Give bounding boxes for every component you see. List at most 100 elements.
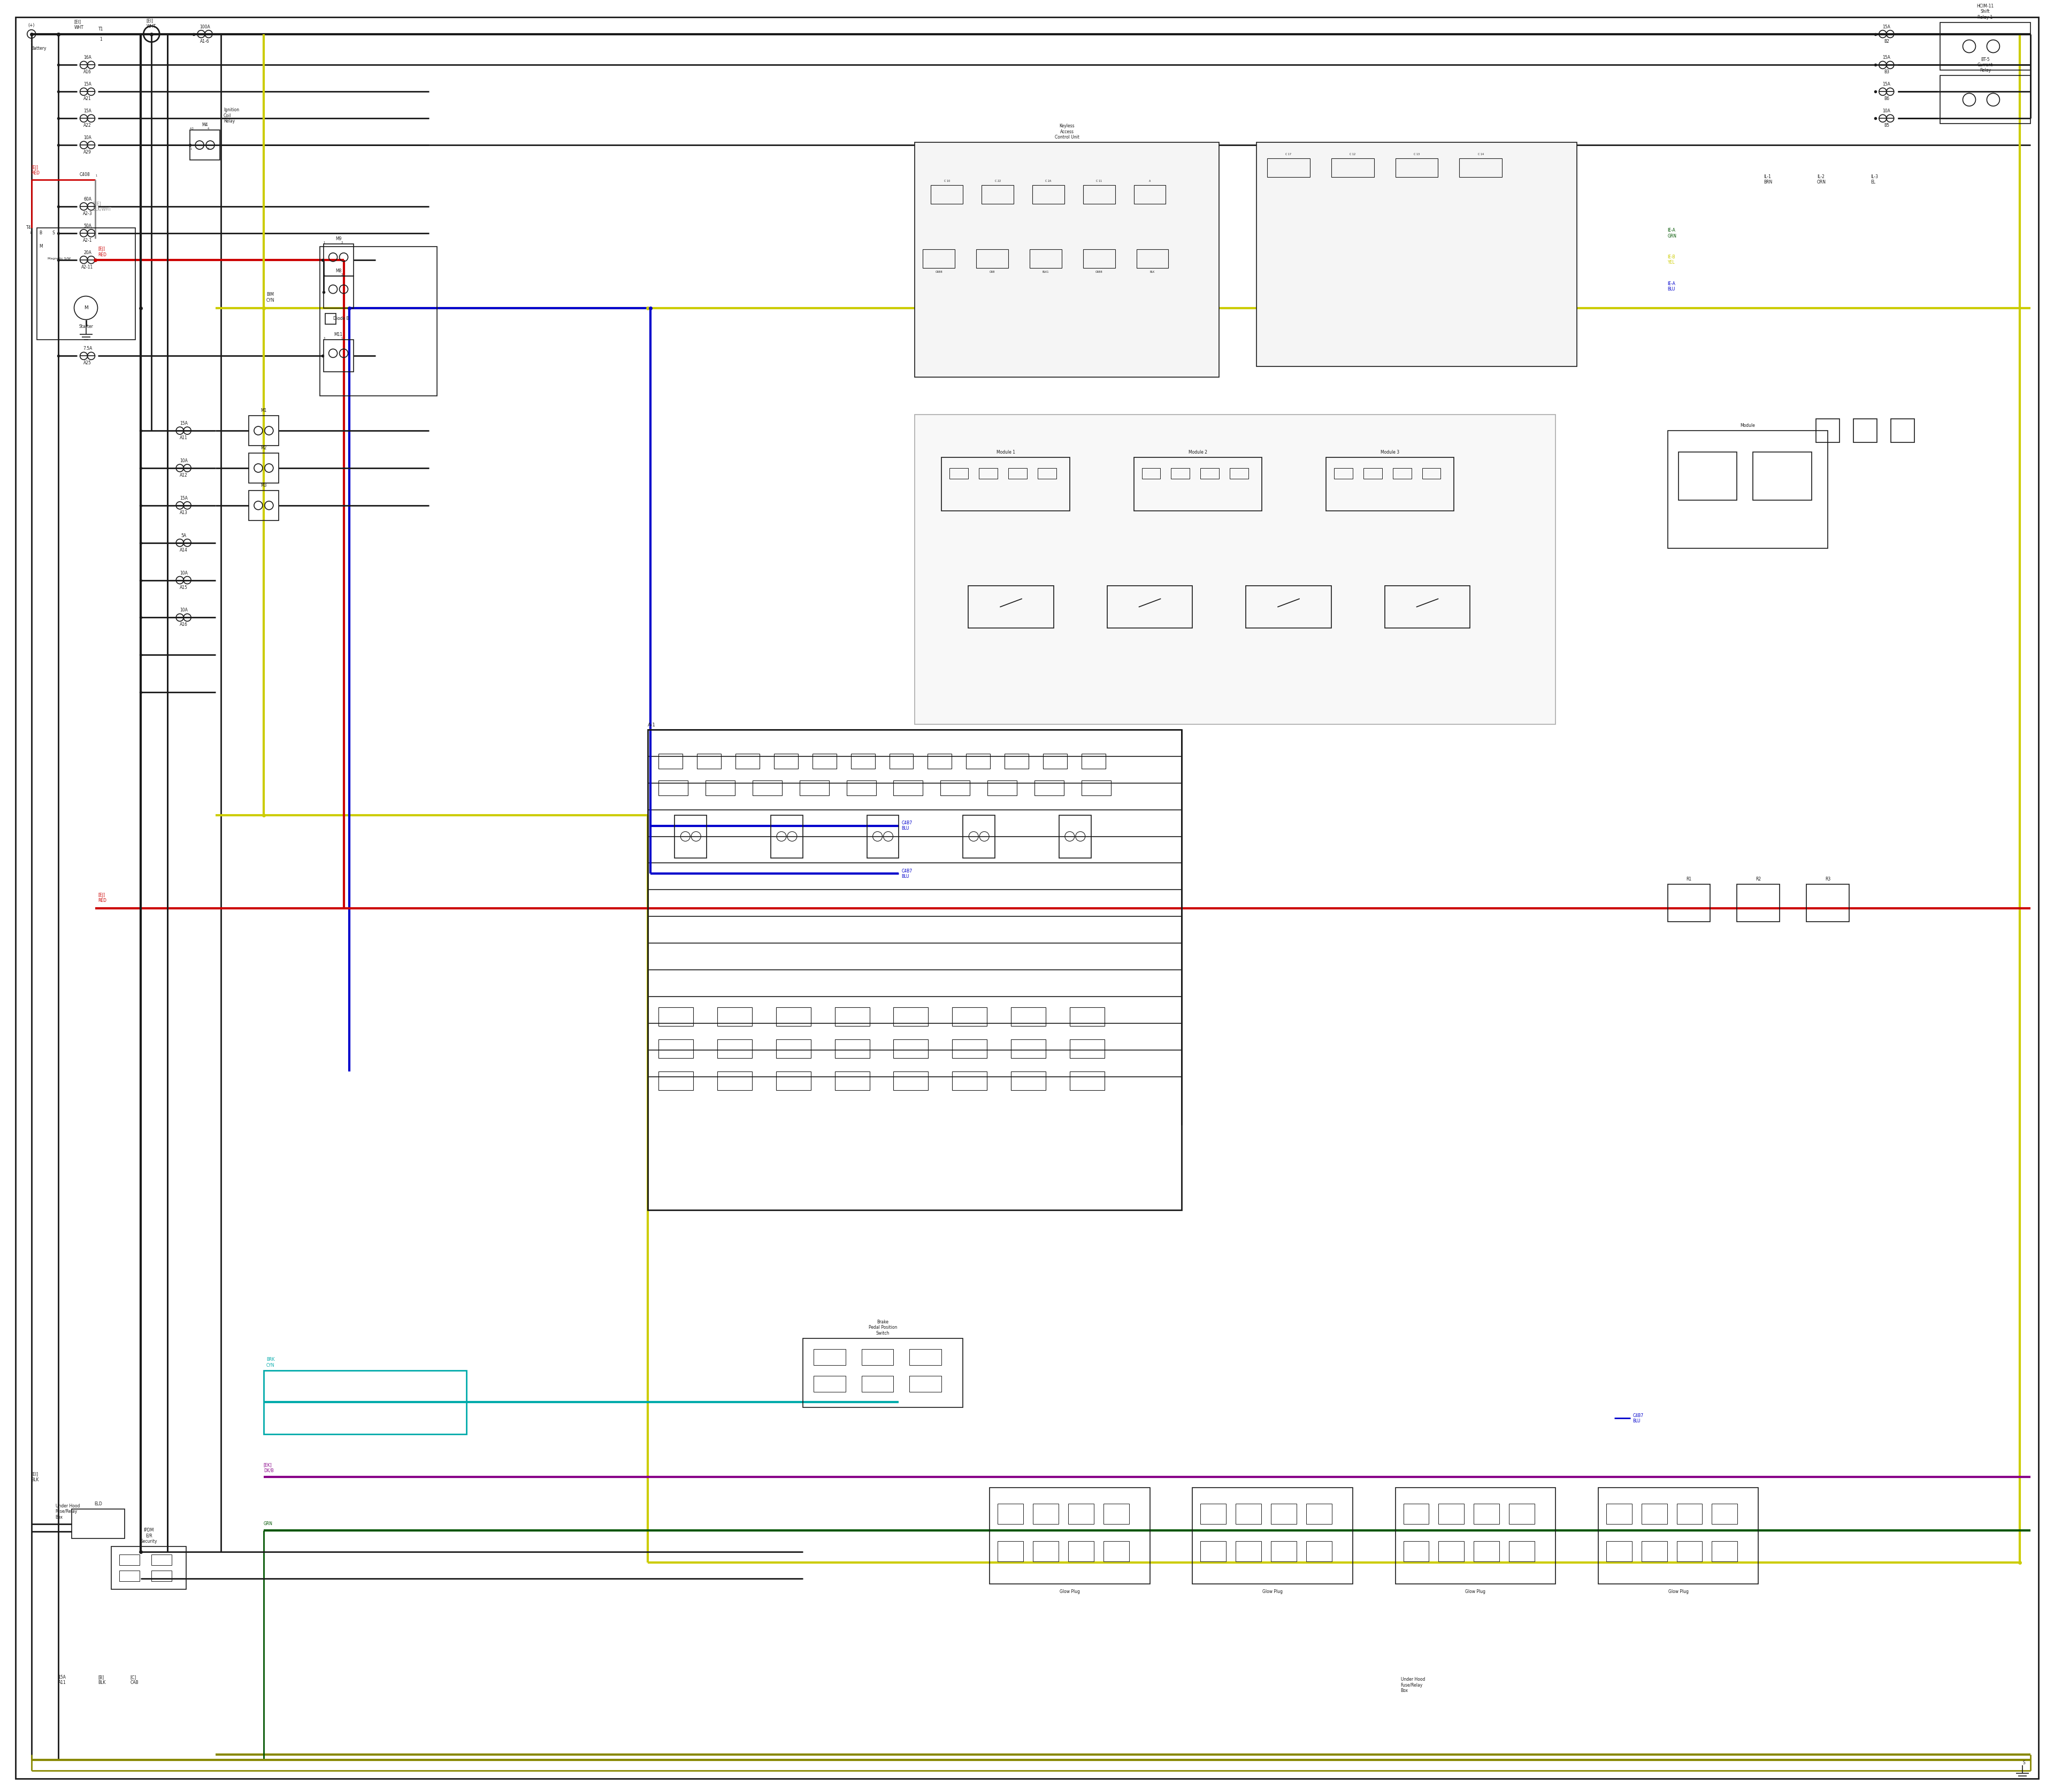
Bar xyxy=(834,1007,869,1025)
Bar xyxy=(776,1072,811,1090)
Text: HCIM-11
Shift
Relay 1: HCIM-11 Shift Relay 1 xyxy=(1976,4,1994,20)
Text: M: M xyxy=(39,244,43,249)
Bar xyxy=(861,1376,893,1392)
Bar xyxy=(119,1554,140,1564)
Text: 100A: 100A xyxy=(199,25,210,29)
Text: Module 1: Module 1 xyxy=(996,450,1015,455)
Bar xyxy=(1939,75,2031,124)
Text: 15A: 15A xyxy=(179,421,187,426)
Bar xyxy=(770,815,803,858)
Bar xyxy=(320,247,438,396)
Text: IL-1
BRN: IL-1 BRN xyxy=(1764,174,1773,185)
Bar xyxy=(322,244,353,276)
Bar xyxy=(813,754,836,769)
Text: Battery: Battery xyxy=(31,47,47,50)
Text: ORB: ORB xyxy=(990,271,994,272)
Bar xyxy=(928,754,951,769)
Text: IL-3
EL: IL-3 EL xyxy=(1871,174,1877,185)
Bar xyxy=(1676,1503,1703,1523)
Text: 15A: 15A xyxy=(84,82,92,86)
Text: [EK]
DK/B: [EK] DK/B xyxy=(263,1462,273,1473)
Bar xyxy=(861,1349,893,1366)
Bar xyxy=(914,142,1220,378)
Text: M: M xyxy=(84,305,88,310)
Text: A1-6: A1-6 xyxy=(199,39,210,43)
Text: [EI]
BLK: [EI] BLK xyxy=(31,1471,39,1482)
Text: Under Hood
Fuse/Relay
Box: Under Hood Fuse/Relay Box xyxy=(1401,1677,1425,1693)
Bar xyxy=(647,729,1181,1210)
Bar xyxy=(1271,1503,1296,1523)
Bar xyxy=(889,754,914,769)
Bar xyxy=(834,1072,869,1090)
Text: B2: B2 xyxy=(1884,39,1890,43)
Bar xyxy=(1676,1541,1703,1561)
Text: T1: T1 xyxy=(99,27,103,30)
Bar xyxy=(941,780,969,796)
Bar xyxy=(813,1349,846,1366)
Text: 15A: 15A xyxy=(1881,25,1890,29)
Text: 10A: 10A xyxy=(1881,109,1890,113)
Text: Starter: Starter xyxy=(78,324,92,328)
Bar xyxy=(1306,1503,1331,1523)
Text: C 22: C 22 xyxy=(994,179,1000,183)
Bar xyxy=(803,1339,963,1409)
Bar xyxy=(990,1487,1150,1584)
Bar xyxy=(1892,419,1914,443)
Text: C 11: C 11 xyxy=(1097,179,1103,183)
Bar xyxy=(1438,1503,1465,1523)
Text: C 17: C 17 xyxy=(1286,152,1292,156)
Text: T4: T4 xyxy=(27,226,31,229)
Text: [C]
CAB: [C] CAB xyxy=(129,1676,138,1684)
Bar xyxy=(774,754,799,769)
Bar xyxy=(967,586,1054,629)
Bar xyxy=(1668,885,1711,921)
Bar xyxy=(1267,158,1310,177)
Text: Glow Plug: Glow Plug xyxy=(1668,1590,1688,1593)
Text: 50A: 50A xyxy=(84,224,92,228)
Bar xyxy=(1364,468,1382,478)
Bar xyxy=(893,1007,928,1025)
Bar xyxy=(1510,1541,1534,1561)
Text: M1: M1 xyxy=(261,409,267,412)
Bar xyxy=(1247,586,1331,629)
Text: C 12: C 12 xyxy=(1349,152,1356,156)
Bar xyxy=(322,276,353,308)
Text: GRN: GRN xyxy=(263,1521,273,1527)
Bar xyxy=(735,754,760,769)
Text: (+): (+) xyxy=(29,23,35,27)
Bar xyxy=(717,1007,752,1025)
Bar xyxy=(1752,452,1812,500)
Bar xyxy=(1033,1541,1058,1561)
Text: 15A: 15A xyxy=(84,109,92,113)
Bar xyxy=(1107,586,1193,629)
Bar xyxy=(846,780,875,796)
Text: A2-11: A2-11 xyxy=(82,265,92,269)
Bar xyxy=(965,754,990,769)
Bar xyxy=(707,780,735,796)
Bar xyxy=(1237,1541,1261,1561)
Bar xyxy=(1193,1487,1354,1584)
Bar xyxy=(322,340,353,373)
Text: C 14: C 14 xyxy=(1477,152,1483,156)
Text: [EI]
WHT: [EI] WHT xyxy=(146,18,156,29)
Text: Magnetic S/W: Magnetic S/W xyxy=(47,258,70,260)
Bar xyxy=(1004,754,1029,769)
Text: B        S: B S xyxy=(39,231,55,235)
Text: M3: M3 xyxy=(261,484,267,487)
Bar xyxy=(893,1072,928,1090)
Bar xyxy=(1171,468,1189,478)
Text: 10A: 10A xyxy=(179,570,187,575)
Bar xyxy=(1668,430,1828,548)
Bar xyxy=(1606,1503,1631,1523)
Text: R3: R3 xyxy=(1826,876,1830,882)
Bar xyxy=(776,1007,811,1025)
Text: Keyless
Access
Control Unit: Keyless Access Control Unit xyxy=(1056,124,1078,140)
Text: A2-3: A2-3 xyxy=(82,211,92,217)
Text: A22: A22 xyxy=(84,124,92,127)
Bar xyxy=(674,815,707,858)
Bar xyxy=(659,1007,694,1025)
Bar xyxy=(1082,249,1115,267)
Bar xyxy=(1738,885,1779,921)
Text: BIM
CYN: BIM CYN xyxy=(267,292,275,303)
Text: Under Hood
Fuse/Relay
Box: Under Hood Fuse/Relay Box xyxy=(55,1503,80,1520)
